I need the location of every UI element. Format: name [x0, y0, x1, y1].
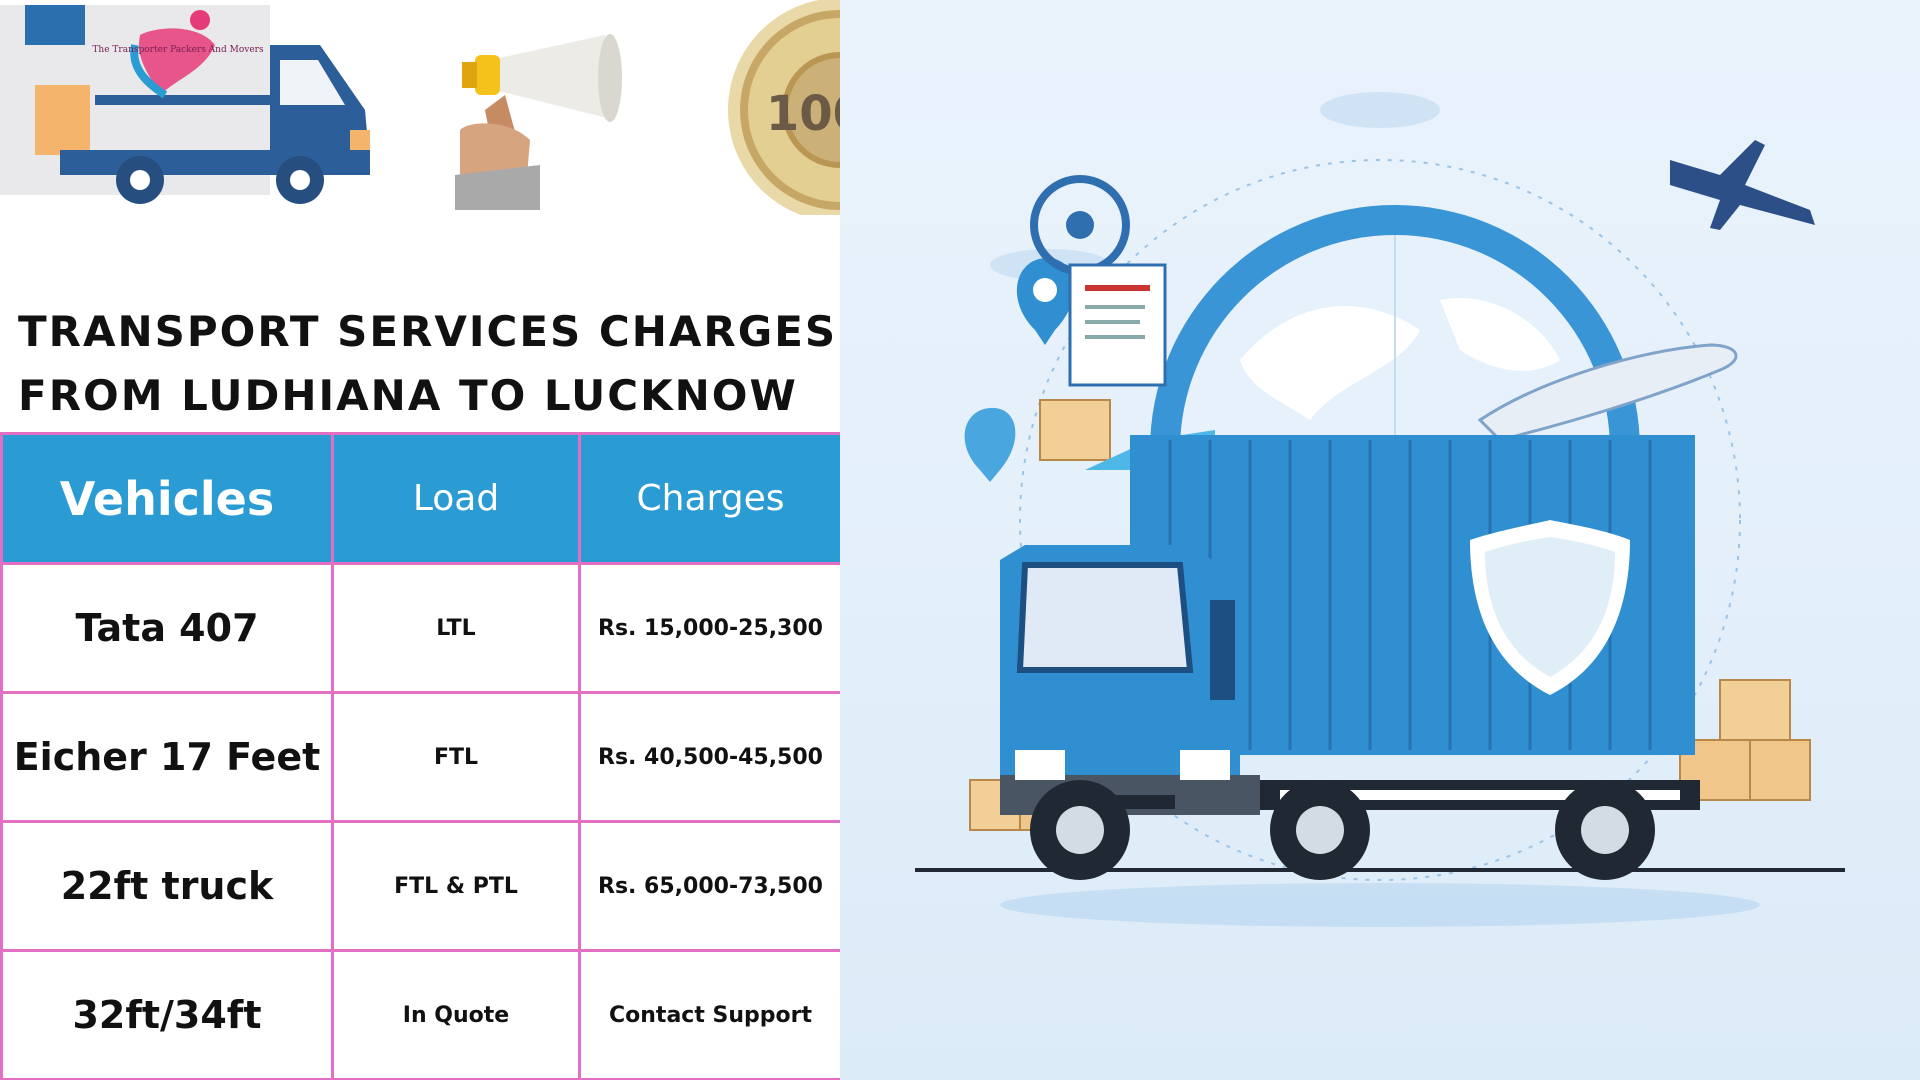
vehicle-cell: 22ft truck: [0, 820, 334, 952]
charges-cell: Rs. 65,000-73,500: [578, 820, 843, 952]
vehicle-cell: Eicher 17 Feet: [0, 691, 334, 823]
location-pin-icon: [964, 257, 1075, 482]
table-row: 32ft/34ft In Quote Contact Support: [0, 949, 843, 1080]
charges-cell: Rs. 15,000-25,300: [578, 562, 843, 694]
table-row: Eicher 17 Feet FTL Rs. 40,500-45,500: [0, 691, 843, 823]
load-cell: LTL: [331, 562, 581, 694]
vehicle-cell: Tata 407: [0, 562, 334, 694]
delivery-truck-icon: [1000, 430, 1700, 880]
vehicle-cell: 32ft/34ft: [0, 949, 334, 1080]
document-icon: [1068, 263, 1167, 387]
load-cell: FTL & PTL: [331, 820, 581, 952]
title-line-1: Transport Services Charges: [18, 307, 838, 356]
load-cell: In Quote: [331, 949, 581, 1080]
title-line-2: from Ludhiana to Lucknow: [18, 371, 798, 420]
load-cell: FTL: [331, 691, 581, 823]
shield-icon: [1470, 520, 1630, 695]
airplane-icon: [1477, 140, 1815, 442]
illustration-panel: [840, 0, 1920, 1080]
header-load: Load: [331, 432, 581, 565]
charges-cell: Rs. 40,500-45,500: [578, 691, 843, 823]
truck-icon: The Transporter Packers And Movers: [0, 5, 370, 204]
guarantee-seal-icon: 100%: [728, 0, 840, 215]
charges-table: Vehicles Load Charges Tata 407 LTL Rs. 1…: [0, 432, 843, 1080]
charges-cell: Contact Support: [578, 949, 843, 1080]
header-charges: Charges: [578, 432, 843, 565]
top-artwork: The Transporter Packers And Movers: [0, 0, 840, 215]
header-vehicles: Vehicles: [0, 432, 334, 565]
table-row: 22ft truck FTL & PTL Rs. 65,000-73,500: [0, 820, 843, 952]
logistics-illustration: [915, 92, 1845, 927]
table-header-row: Vehicles Load Charges: [0, 432, 843, 565]
seal-value: 100%: [766, 86, 840, 142]
page-title: Transport Services Charges from Ludhiana…: [18, 300, 838, 428]
left-panel: The Transporter Packers And Movers: [0, 0, 843, 1080]
megaphone-icon: [455, 34, 645, 210]
logo-text: The Transporter Packers And Movers: [92, 45, 264, 55]
table-row: Tata 407 LTL Rs. 15,000-25,300: [0, 562, 843, 694]
